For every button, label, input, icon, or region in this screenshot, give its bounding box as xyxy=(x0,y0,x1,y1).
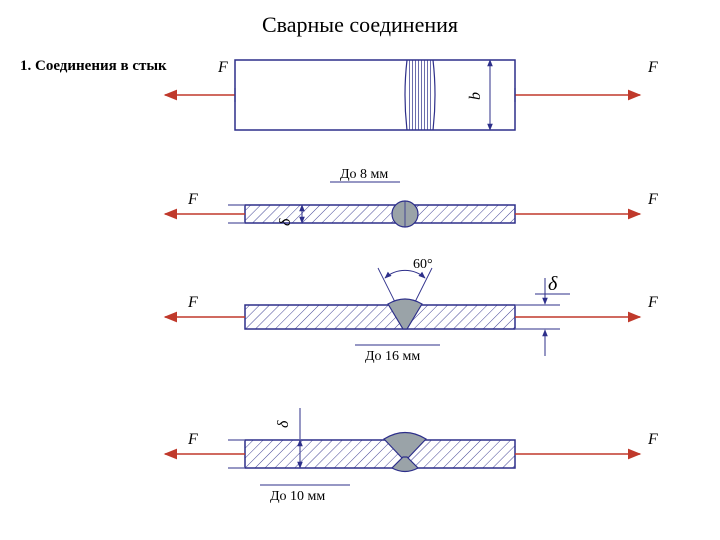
force-label-f1l: F xyxy=(217,59,228,76)
force-f4l: F xyxy=(187,431,198,448)
force-f2l: F xyxy=(187,191,198,208)
force-label-f1r: F xyxy=(647,59,658,76)
fig4-x-groove: F F δ До 10 мм xyxy=(165,408,658,504)
dim-8mm: До 8 мм xyxy=(340,167,388,182)
diagram-canvas: F F b До 8 мм F F δ 60° xyxy=(0,0,720,540)
dim-10mm: До 10 мм xyxy=(270,489,325,504)
force-f4r: F xyxy=(647,431,658,448)
force-f3l: F xyxy=(187,294,198,311)
fig3-v-groove: 60° F F δ До 16 мм xyxy=(165,257,658,364)
dim-16mm: До 16 мм xyxy=(365,349,420,364)
delta-4: δ xyxy=(275,420,292,428)
fig2-section-8mm: До 8 мм F F δ xyxy=(165,167,658,227)
force-f2r: F xyxy=(647,191,658,208)
delta-3: δ xyxy=(548,273,558,295)
fig1-top-view: F F b xyxy=(165,59,658,130)
b-label: b xyxy=(467,92,484,100)
delta-2: δ xyxy=(277,218,294,226)
angle-60: 60° xyxy=(413,257,433,272)
force-f3r: F xyxy=(647,294,658,311)
